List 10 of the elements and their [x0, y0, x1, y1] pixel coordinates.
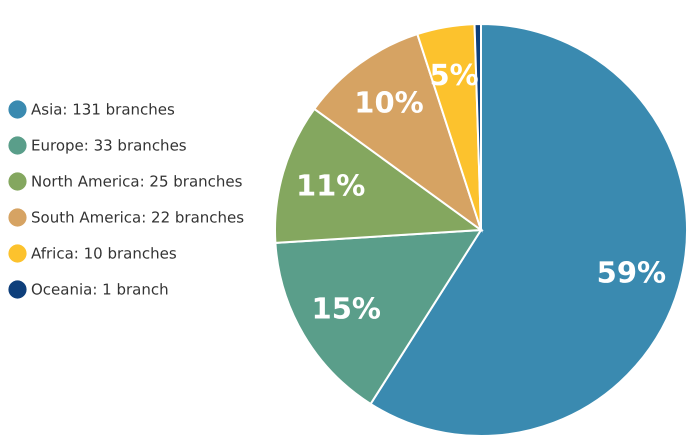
legend-label: North America: 25 branches [31, 172, 243, 190]
legend-label: Europe: 33 branches [31, 136, 187, 154]
legend-label: Africa: 10 branches [31, 244, 177, 262]
data-label: 11% [296, 168, 366, 202]
legend-label: South America: 22 branches [31, 208, 244, 226]
data-label: 10% [354, 85, 424, 120]
data-label: 59% [596, 256, 666, 290]
legend-label: Oceania: 1 branch [31, 280, 169, 298]
data-label: 15% [312, 292, 381, 326]
legend-label: Asia: 131 branches [31, 100, 176, 118]
